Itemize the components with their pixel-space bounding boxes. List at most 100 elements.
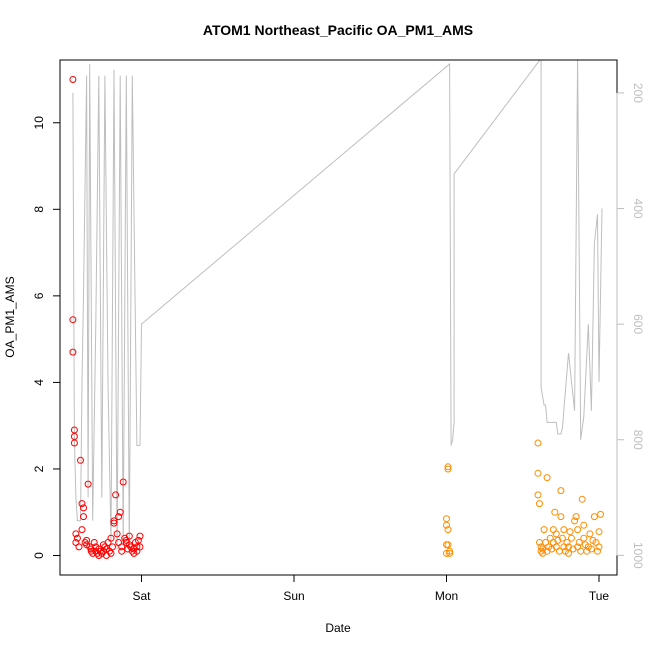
x-tick-label: Sun (283, 589, 304, 603)
data-point-series-2 (534, 469, 542, 477)
chart-title: ATOM1 Northeast_Pacific OA_PM1_AMS (203, 22, 473, 38)
data-point-series-1 (90, 539, 98, 546)
data-point-series-2 (557, 487, 565, 495)
y-right-tick-label: 200 (631, 83, 645, 103)
y-tick-label: 10 (32, 116, 46, 130)
data-point-series-2 (446, 549, 454, 557)
data-point-series-1 (77, 456, 84, 464)
data-point-series-2 (534, 491, 542, 499)
data-points-layer (69, 76, 604, 559)
data-point-series-1 (107, 549, 115, 557)
x-axis-label: Date (325, 621, 351, 635)
data-point-series-1 (69, 348, 77, 356)
data-point-series-2 (580, 521, 588, 529)
data-point-series-1 (113, 530, 121, 538)
data-point-series-2 (571, 517, 579, 525)
y-axis-label: OA_PM1_AMS (3, 276, 17, 357)
data-point-series-2 (577, 547, 585, 555)
x-tick-label: Sat (132, 589, 151, 603)
data-point-series-2 (568, 534, 575, 542)
y-tick-label: 4 (32, 379, 46, 386)
data-point-series-2 (552, 530, 560, 538)
data-point-series-2 (595, 543, 603, 551)
data-point-series-2 (594, 547, 601, 555)
data-point-series-2 (590, 513, 598, 521)
data-point-series-2 (597, 510, 604, 518)
data-point-series-2 (444, 526, 452, 534)
data-point-series-1 (109, 543, 116, 551)
data-point-series-1 (134, 536, 142, 544)
data-point-series-2 (540, 526, 548, 534)
data-point-series-1 (78, 526, 86, 534)
data-point-series-1 (133, 543, 141, 551)
data-point-series-2 (546, 534, 554, 542)
pressure-line-layer (72, 60, 603, 550)
data-point-series-2 (574, 526, 582, 534)
data-point-series-1 (72, 530, 80, 538)
data-point-series-2 (549, 526, 557, 534)
data-point-series-2 (566, 528, 574, 536)
data-point-series-1 (136, 532, 144, 540)
y-right-tick-label: 1000 (631, 542, 645, 569)
data-point-series-1 (128, 547, 136, 555)
data-point-series-2 (443, 521, 450, 529)
data-point-series-2 (557, 513, 565, 521)
data-point-series-2 (558, 534, 566, 542)
data-point-series-1 (80, 504, 87, 512)
y-axis: 0 2 4 6 8 10 (32, 116, 61, 559)
data-point-series-1 (69, 316, 77, 324)
data-point-series-2 (446, 547, 454, 555)
data-point-series-2 (444, 465, 452, 473)
y-right-tick-label: 600 (631, 314, 645, 334)
plot-frame (59, 59, 618, 576)
data-point-series-2 (537, 543, 545, 551)
y-axis-right: 200 400 600 800 1000 (616, 83, 645, 569)
y-tick-label: 8 (32, 206, 46, 213)
data-point-series-2 (560, 526, 568, 534)
x-tick-label: Mon (435, 589, 458, 603)
data-point-series-2 (444, 541, 452, 549)
data-point-series-1 (78, 500, 86, 508)
data-point-series-1 (118, 547, 126, 555)
data-point-series-2 (536, 500, 543, 508)
data-point-series-1 (80, 513, 87, 521)
data-point-series-1 (116, 508, 124, 516)
data-point-series-1 (119, 478, 127, 486)
data-point-series-2 (580, 534, 588, 542)
data-point-series-1 (84, 480, 92, 488)
y-tick-label: 2 (32, 465, 46, 472)
data-point-series-1 (118, 543, 126, 551)
y-tick-label: 0 (32, 552, 46, 559)
x-tick-label: Tue (589, 589, 610, 603)
y-tick-label: 6 (32, 292, 46, 299)
pressure-line (72, 60, 603, 550)
x-axis: Sat Sun Mon Tue (132, 574, 610, 603)
data-point-series-2 (444, 463, 452, 471)
data-point-series-2 (572, 513, 580, 521)
data-point-series-1 (70, 439, 78, 447)
data-point-series-2 (563, 539, 571, 546)
data-point-series-1 (112, 491, 120, 499)
data-point-series-1 (75, 543, 83, 551)
data-point-series-2 (575, 539, 583, 546)
data-point-series-1 (125, 532, 133, 540)
data-point-series-2 (595, 528, 603, 536)
data-point-series-2 (551, 508, 559, 516)
data-point-series-2 (578, 495, 586, 503)
data-point-series-1 (83, 536, 91, 544)
data-point-series-2 (443, 515, 450, 523)
y-right-tick-label: 400 (631, 199, 645, 219)
data-point-series-2 (569, 545, 577, 553)
data-point-series-2 (586, 530, 594, 538)
data-point-series-1 (110, 519, 118, 527)
data-point-series-2 (587, 545, 595, 553)
y-right-tick-label: 800 (631, 430, 645, 450)
data-point-series-2 (543, 474, 551, 482)
data-point-series-1 (110, 517, 118, 525)
data-point-series-1 (107, 534, 115, 542)
data-point-series-2 (534, 439, 542, 447)
data-point-series-1 (136, 543, 144, 551)
data-point-series-1 (73, 534, 81, 542)
data-point-series-1 (69, 76, 77, 83)
